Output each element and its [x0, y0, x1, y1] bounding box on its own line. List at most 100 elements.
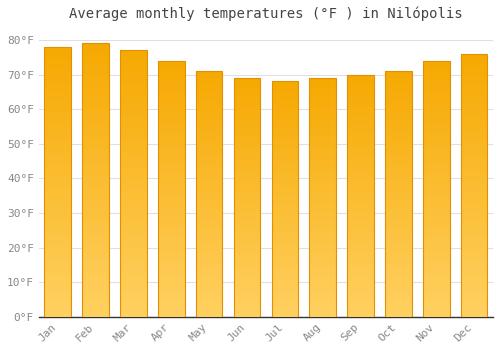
Bar: [120, 55, 146, 59]
Bar: [196, 231, 222, 235]
Bar: [120, 197, 146, 201]
Bar: [234, 166, 260, 169]
Bar: [196, 210, 222, 215]
Bar: [82, 280, 109, 285]
Bar: [196, 288, 222, 292]
Bar: [82, 203, 109, 208]
Bar: [461, 159, 487, 163]
Bar: [461, 203, 487, 207]
Bar: [196, 112, 222, 116]
Bar: [385, 83, 411, 88]
Bar: [158, 116, 184, 120]
Bar: [423, 172, 450, 176]
Bar: [44, 218, 71, 222]
Bar: [385, 239, 411, 243]
Bar: [423, 120, 450, 125]
Bar: [348, 309, 374, 313]
Bar: [461, 124, 487, 128]
Bar: [196, 104, 222, 108]
Bar: [44, 132, 71, 137]
Bar: [82, 157, 109, 162]
Bar: [44, 83, 71, 88]
Bar: [385, 223, 411, 227]
Bar: [82, 62, 109, 66]
Bar: [234, 225, 260, 229]
Bar: [120, 90, 146, 95]
Bar: [385, 120, 411, 124]
Bar: [348, 107, 374, 111]
Bar: [120, 68, 146, 72]
Bar: [272, 109, 298, 113]
Bar: [310, 110, 336, 114]
Bar: [461, 106, 487, 111]
Bar: [120, 201, 146, 206]
Bar: [423, 308, 450, 313]
Bar: [234, 142, 260, 146]
Bar: [272, 144, 298, 148]
Bar: [82, 43, 109, 317]
Bar: [348, 293, 374, 296]
Bar: [348, 240, 374, 244]
Bar: [385, 124, 411, 128]
Bar: [348, 95, 374, 99]
Bar: [120, 50, 146, 55]
Bar: [423, 163, 450, 167]
Bar: [348, 252, 374, 256]
Bar: [461, 277, 487, 282]
Bar: [82, 103, 109, 107]
Bar: [348, 115, 374, 119]
Bar: [348, 272, 374, 276]
Bar: [310, 166, 336, 169]
Bar: [158, 125, 184, 129]
Bar: [196, 75, 222, 79]
Bar: [158, 236, 184, 240]
Bar: [234, 249, 260, 253]
Bar: [423, 74, 450, 78]
Bar: [44, 254, 71, 258]
Bar: [120, 135, 146, 139]
Bar: [158, 176, 184, 180]
Bar: [234, 241, 260, 245]
Bar: [120, 303, 146, 308]
Bar: [423, 99, 450, 103]
Bar: [272, 250, 298, 254]
Bar: [82, 121, 109, 125]
Bar: [196, 108, 222, 112]
Bar: [461, 76, 487, 80]
Bar: [82, 289, 109, 294]
Bar: [272, 168, 298, 172]
Bar: [461, 225, 487, 229]
Bar: [44, 263, 71, 267]
Bar: [158, 295, 184, 300]
Bar: [272, 195, 298, 199]
Bar: [158, 231, 184, 236]
Bar: [196, 239, 222, 243]
Bar: [196, 182, 222, 186]
Bar: [44, 236, 71, 240]
Bar: [196, 71, 222, 317]
Bar: [423, 150, 450, 155]
Bar: [272, 266, 298, 270]
Bar: [196, 268, 222, 272]
Bar: [385, 268, 411, 272]
Bar: [82, 198, 109, 203]
Bar: [234, 285, 260, 289]
Bar: [44, 231, 71, 236]
Bar: [423, 133, 450, 138]
Bar: [423, 180, 450, 184]
Bar: [385, 182, 411, 186]
Bar: [158, 300, 184, 304]
Bar: [423, 223, 450, 227]
Bar: [158, 99, 184, 103]
Bar: [44, 267, 71, 272]
Bar: [272, 223, 298, 226]
Bar: [310, 253, 336, 257]
Bar: [234, 209, 260, 214]
Bar: [461, 71, 487, 76]
Bar: [310, 90, 336, 94]
Bar: [272, 187, 298, 191]
Bar: [44, 69, 71, 74]
Bar: [310, 86, 336, 90]
Bar: [310, 162, 336, 166]
Bar: [196, 145, 222, 149]
